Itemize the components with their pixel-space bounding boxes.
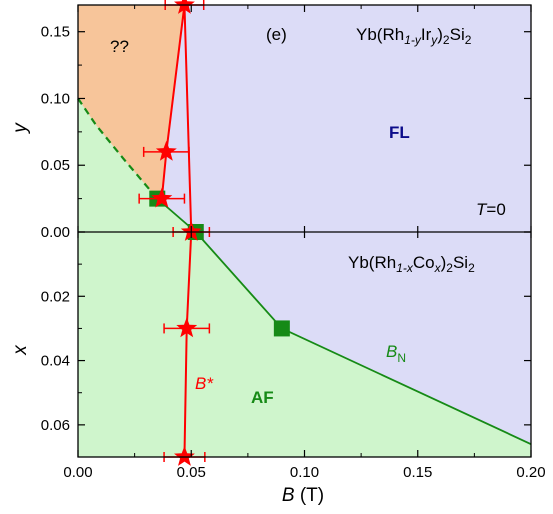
y-tick-label-bottom-3: 0.06 bbox=[41, 417, 70, 434]
panel-label: (e) bbox=[266, 25, 287, 44]
b-star-line-top bbox=[160, 4, 193, 233]
b-n-label-sub: N bbox=[397, 351, 406, 365]
x-axis-label-symbol: B bbox=[282, 485, 295, 506]
bottom-panel: Yb(Rh1-xCox)2Si2 B* BN AF bbox=[78, 221, 532, 466]
compound-ir-sub2: y bbox=[430, 33, 438, 47]
x-axis-label: B (T) bbox=[282, 485, 324, 506]
temperature-symbol: T bbox=[476, 200, 488, 219]
b-n-point-bottom-1 bbox=[273, 320, 290, 337]
y-tick-label-top-2: 0.10 bbox=[41, 90, 70, 107]
x-tick-label-1: 0.05 bbox=[177, 464, 206, 481]
temperature-label: T=0 bbox=[476, 200, 506, 219]
compound-co-sub1: 1-x bbox=[396, 261, 414, 275]
af-region-bottom bbox=[78, 232, 531, 457]
compound-label-co: Yb(Rh1-xCox)2Si2 bbox=[348, 253, 475, 275]
compound-co-mid: Co bbox=[413, 253, 435, 272]
compound-co-end: Si bbox=[453, 253, 468, 272]
compound-ir-sub1: 1-y bbox=[404, 33, 422, 47]
b-star-point-top-1 bbox=[155, 140, 177, 161]
top-panel: (e) Yb(Rh1-yIry)2Si2 ?? FL T=0 bbox=[77, 0, 531, 233]
compound-co-pre: Yb(Rh bbox=[348, 253, 396, 272]
compound-ir-sub3: 2 bbox=[443, 33, 450, 47]
b-star-label: B* bbox=[195, 374, 214, 393]
y-axis-label-bottom: x bbox=[10, 344, 31, 356]
af-region-top bbox=[78, 98, 196, 233]
compound-co-sub3: 2 bbox=[446, 261, 453, 275]
b-star-point-bottom-2 bbox=[174, 446, 195, 466]
y-tick-label-top-3: 0.15 bbox=[41, 24, 70, 41]
fermi-liquid-region-top bbox=[78, 5, 531, 232]
compound-ir-pre: Yb(Rh bbox=[356, 25, 404, 44]
x-axis-label-unit: (T) bbox=[295, 485, 325, 506]
y-tick-label-top-0: 0.00 bbox=[41, 224, 70, 241]
x-tick-label-3: 0.15 bbox=[403, 464, 432, 481]
compound-co-sub2: x bbox=[434, 261, 442, 275]
temperature-value: =0 bbox=[486, 200, 505, 219]
axes: 0.00 0.05 0.10 0.15 0.20 0.00 0.05 0.10 0.15 0.02… bbox=[10, 4, 546, 506]
unknown-region-top bbox=[78, 5, 185, 199]
compound-ir-post: ) bbox=[437, 25, 443, 44]
y-tick-label-bottom-1: 0.02 bbox=[41, 288, 70, 305]
compound-co-post: ) bbox=[441, 253, 447, 272]
compound-ir-end: Si bbox=[450, 25, 465, 44]
unknown-region-label: ?? bbox=[110, 37, 129, 56]
antiferromagnet-label: AF bbox=[251, 388, 274, 407]
b-n-label: BN bbox=[386, 342, 406, 365]
compound-ir-sub4: 2 bbox=[465, 33, 472, 47]
b-star-point-bottom-1 bbox=[176, 317, 198, 338]
y-tick-label-top-1: 0.05 bbox=[41, 157, 70, 174]
b-n-label-main: B bbox=[386, 342, 397, 361]
fermi-liquid-label: FL bbox=[389, 123, 410, 142]
af-boundary-dashed-line bbox=[77, 97, 159, 200]
x-tick-label-0: 0.00 bbox=[63, 464, 92, 481]
x-tick-label-4: 0.20 bbox=[516, 464, 545, 481]
b-star-point-top-0 bbox=[174, 0, 195, 14]
compound-ir-mid: Ir bbox=[421, 25, 432, 44]
y-axis-label-top: y bbox=[10, 122, 31, 135]
compound-co-sub4: 2 bbox=[468, 261, 475, 275]
b-star-point-top-2 bbox=[151, 187, 173, 208]
compound-label-ir: Yb(Rh1-yIry)2Si2 bbox=[356, 25, 472, 47]
y-tick-label-bottom-2: 0.04 bbox=[41, 353, 70, 370]
axis-ticks: 0.00 0.05 0.10 0.15 0.20 0.00 0.05 0.10 0.15 0.02… bbox=[41, 5, 546, 481]
x-tick-label-2: 0.10 bbox=[290, 464, 319, 481]
